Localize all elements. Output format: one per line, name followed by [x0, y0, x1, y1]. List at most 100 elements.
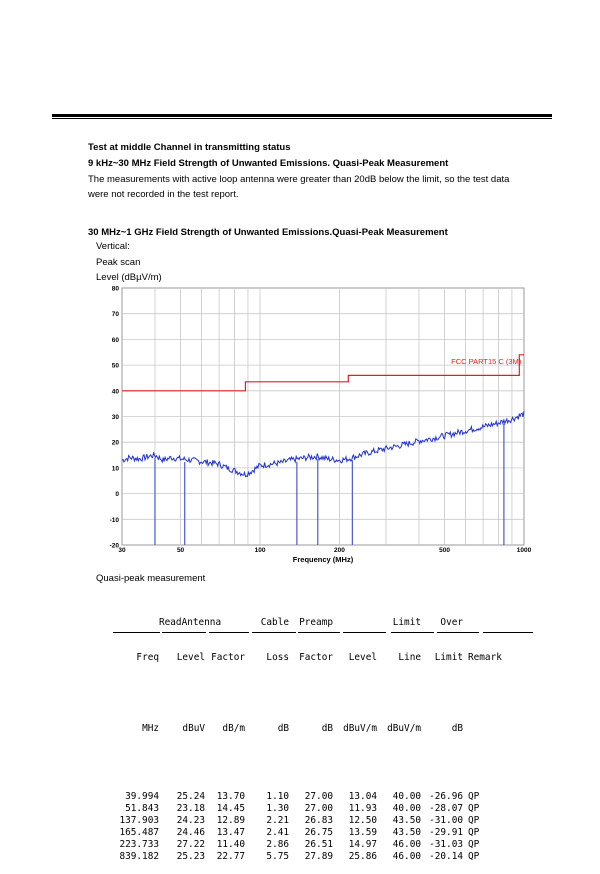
header-cell: [333, 616, 377, 629]
x-tick-labels: 30 50 100 200 500 1000: [118, 547, 531, 554]
header-cell: Preamp: [299, 617, 333, 628]
header-cell: Level: [176, 652, 205, 663]
header-cell: [205, 616, 245, 629]
x-tick-label: 200: [334, 547, 345, 554]
table-row: 165.487 24.46 13.47 2.41 26.75 13.59 43.50 -29.…: [113, 827, 496, 839]
table-cell: 5.75: [266, 851, 289, 862]
y-tick-label: 80: [112, 286, 120, 293]
table-cell: 165.487: [119, 827, 159, 838]
table-cell: 22.77: [216, 851, 245, 862]
x-tick-label: 100: [255, 547, 266, 554]
table-body: 39.994 25.24 13.70 1.10 27.00 13.04 40.00 -26.9…: [113, 791, 496, 863]
table-cell: 25.24: [176, 791, 205, 802]
table-cell: QP: [468, 839, 480, 850]
table-cell: 11.93: [348, 803, 377, 814]
unit-cell: dB: [321, 723, 333, 734]
x-tick-label: 1000: [517, 547, 532, 554]
table-row: 39.994 25.24 13.70 1.10 27.00 13.04 40.00 -26.9…: [113, 791, 496, 803]
table-header-rule: [437, 632, 479, 633]
y-tick-label: 10: [112, 465, 120, 472]
unit-cell: dB: [277, 723, 289, 734]
table-cell: 46.00: [392, 839, 421, 850]
header-cell: Factor: [299, 652, 333, 663]
table-cell: -26.96: [429, 791, 463, 802]
limit-line: [122, 354, 524, 392]
header-cell: Factor: [211, 652, 245, 663]
table-units-row: MHz dBuV dB/m dB dB dBuV/m dBuV/m dB: [113, 722, 496, 735]
unit-cell: [463, 722, 496, 735]
y-tick-label: 0: [115, 491, 119, 498]
header-cell: ReadAntenna: [159, 617, 222, 628]
table-cell: 2.21: [266, 815, 289, 826]
y-tick-label: 40: [112, 388, 120, 395]
table-cell: 24.23: [176, 815, 205, 826]
table-cell: QP: [468, 803, 480, 814]
table-cell: 26.75: [304, 827, 333, 838]
top-rule-thin: [52, 118, 552, 119]
header-cell: Remark: [468, 652, 502, 663]
table-cell: 27.89: [304, 851, 333, 862]
table-cell: 26.51: [304, 839, 333, 850]
chart-ylabel: Level (dBµV/m): [96, 272, 162, 283]
scan-label: Peak scan: [96, 257, 141, 268]
table-cell: 43.50: [392, 827, 421, 838]
table-cell: QP: [468, 827, 480, 838]
table-header-rule: [113, 632, 160, 633]
table-cell: -31.03: [429, 839, 463, 850]
grid-vertical: [154, 288, 513, 545]
paragraph-line-2: were not recorded in the test report.: [88, 189, 239, 200]
x-tick-label: 50: [177, 547, 185, 554]
y-tick-label: 50: [112, 363, 120, 370]
qp-markers: [154, 423, 505, 545]
table-header-row-1: ReadAntenna Cable Preamp Limit Over: [113, 616, 496, 629]
table-cell: 25.86: [348, 851, 377, 862]
table-cell: 26.83: [304, 815, 333, 826]
polarization-label: Vertical:: [96, 241, 130, 252]
table-cell: 12.50: [348, 815, 377, 826]
y-tick-label: 20: [112, 440, 120, 447]
table-cell: 13.04: [348, 791, 377, 802]
table-cell: 25.23: [176, 851, 205, 862]
table-cell: 223.733: [119, 839, 159, 850]
table-cell: 12.89: [216, 815, 245, 826]
table-cell: 39.994: [125, 791, 159, 802]
header-cell: Line: [398, 652, 421, 663]
table-cell: 13.70: [216, 791, 245, 802]
table-row: 51.843 23.18 14.45 1.30 27.00 11.93 40.00 -28.0…: [113, 803, 496, 815]
table-cell: 1.10: [266, 791, 289, 802]
table-cell: 2.41: [266, 827, 289, 838]
table-row: 223.733 27.22 11.40 2.86 26.51 14.97 46.00 -31.…: [113, 839, 496, 851]
y-tick-label: 60: [112, 337, 120, 344]
quasi-peak-label: Quasi-peak measurement: [96, 573, 206, 584]
limit-label: FCC PART15 C (3M): [451, 357, 522, 366]
unit-cell: dB: [451, 723, 463, 734]
table-cell: 14.45: [216, 803, 245, 814]
header-cell: Limit: [434, 652, 463, 663]
grid-horizontal: [122, 313, 524, 520]
y-tick-label: -10: [110, 517, 120, 524]
x-tick-label: 500: [439, 547, 450, 554]
table-header-rule: [298, 632, 340, 633]
table-cell: QP: [468, 815, 480, 826]
y-tick-label: 30: [112, 414, 120, 421]
heading-30mhz-1ghz: 30 MHz~1 GHz Field Strength of Unwanted …: [88, 227, 448, 238]
header-cell: Limit: [392, 617, 421, 628]
table-cell: 27.00: [304, 803, 333, 814]
table-header-rule: [252, 632, 296, 633]
header-cell: Freq: [136, 652, 159, 663]
y-tick-label: 70: [112, 311, 120, 318]
header-cell: Level: [348, 652, 377, 663]
table-cell: 1.30: [266, 803, 289, 814]
table-cell: 40.00: [392, 791, 421, 802]
y-tick-labels: 80 70 60 50 40 30 20 10 0 -10 -20: [110, 286, 120, 550]
table-row: 839.182 25.23 22.77 5.75 27.89 25.86 46.00 -20.…: [113, 851, 496, 863]
table-cell: 27.22: [176, 839, 205, 850]
table-cell: 51.843: [125, 803, 159, 814]
table-cell: 2.86: [266, 839, 289, 850]
peak-scan-trace: [121, 411, 525, 478]
top-rule-thick: [52, 114, 552, 117]
y-tick-label: -20: [110, 543, 120, 550]
table-cell: 13.59: [348, 827, 377, 838]
table-cell: QP: [468, 851, 480, 862]
